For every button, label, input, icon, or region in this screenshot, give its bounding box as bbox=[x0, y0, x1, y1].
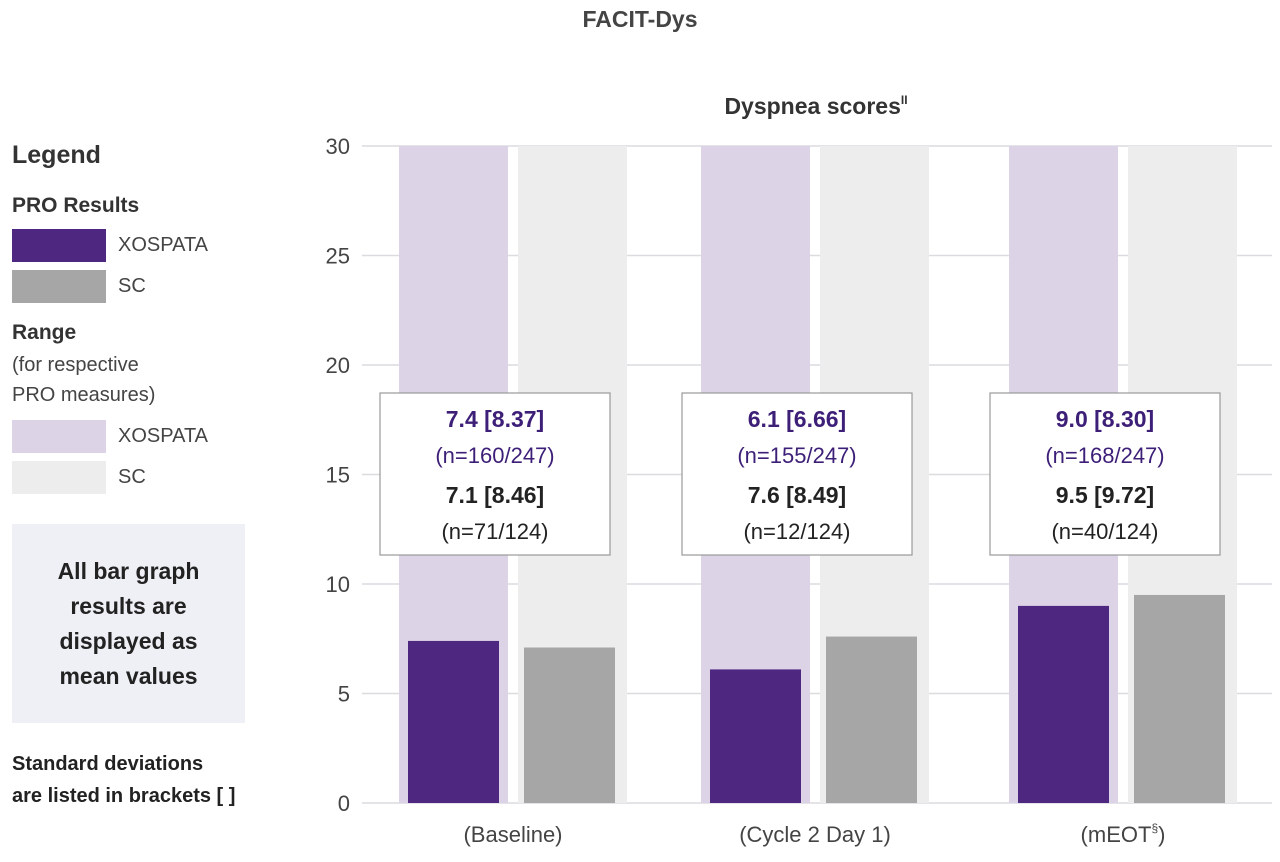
y-tick-label: 20 bbox=[326, 353, 350, 378]
page-title: FACIT-Dys bbox=[582, 6, 698, 32]
bar-sc bbox=[1134, 594, 1225, 803]
legend-swatch-xospata bbox=[12, 229, 106, 262]
legend-range-sub: PRO measures) bbox=[12, 384, 156, 406]
n-label: (n=168/247) bbox=[1045, 443, 1164, 468]
bar-xospata bbox=[1018, 605, 1109, 803]
legend-range-sub: (for respective bbox=[12, 354, 139, 376]
legend-swatch-sc bbox=[12, 270, 106, 303]
legend-label-sc: SC bbox=[118, 275, 146, 297]
sd-footnote: Standard deviations are listed in bracke… bbox=[12, 748, 235, 812]
legend-swatch-range-xospata bbox=[12, 420, 106, 453]
mean-sd-label: 6.1 [6.66] bbox=[748, 406, 846, 432]
legend-label-range-xospata: XOSPATA bbox=[118, 425, 209, 447]
legend-title: Legend bbox=[12, 141, 101, 169]
mean-sd-label: 7.4 [8.37] bbox=[446, 406, 544, 432]
n-label: (n=12/124) bbox=[743, 519, 850, 544]
y-tick-label: 30 bbox=[326, 134, 350, 159]
mean-values-note: All bar graph results are displayed as m… bbox=[12, 524, 245, 723]
sd-footnote-line: are listed in brackets [ ] bbox=[12, 785, 236, 807]
bar-sc bbox=[826, 636, 917, 803]
chart-title: Dyspnea scoresII bbox=[724, 93, 907, 119]
legend-label-xospata: XOSPATA bbox=[118, 234, 209, 256]
n-label: (n=160/247) bbox=[435, 443, 554, 468]
n-label: (n=71/124) bbox=[441, 519, 548, 544]
legend-label-range-sc: SC bbox=[118, 466, 146, 488]
sd-footnote-line: Standard deviations bbox=[12, 753, 204, 775]
bar-xospata bbox=[710, 669, 801, 803]
legend-range-heading: Range bbox=[12, 321, 77, 344]
value-annotation-box bbox=[989, 392, 1221, 556]
legend-swatch-range-sc bbox=[12, 461, 106, 494]
category-suffix: ) bbox=[1158, 822, 1165, 847]
category-superscript: § bbox=[1151, 821, 1158, 835]
y-tick-label: 25 bbox=[326, 244, 350, 269]
mean-sd-label: 7.6 [8.49] bbox=[748, 482, 846, 508]
bar-sc bbox=[524, 647, 615, 803]
n-label: (n=40/124) bbox=[1051, 519, 1158, 544]
x-category-label: (Cycle 2 Day 1) bbox=[739, 822, 891, 847]
y-tick-label: 10 bbox=[326, 572, 350, 597]
x-category-label: (mEOT§) bbox=[1081, 821, 1166, 847]
n-label: (n=155/247) bbox=[737, 443, 856, 468]
x-category-label: (Baseline) bbox=[463, 822, 562, 847]
mean-sd-label: 9.0 [8.30] bbox=[1056, 406, 1154, 432]
chart-title-superscript: II bbox=[901, 93, 908, 107]
value-annotation-box bbox=[379, 392, 611, 556]
y-tick-label: 15 bbox=[326, 463, 350, 488]
y-tick-label: 0 bbox=[338, 791, 350, 816]
bar-xospata bbox=[408, 640, 499, 803]
legend-pro-heading: PRO Results bbox=[12, 194, 140, 217]
value-annotation-box bbox=[681, 392, 913, 556]
mean-sd-label: 9.5 [9.72] bbox=[1056, 482, 1154, 508]
mean-sd-label: 7.1 [8.46] bbox=[446, 482, 544, 508]
y-tick-label: 5 bbox=[338, 682, 350, 707]
